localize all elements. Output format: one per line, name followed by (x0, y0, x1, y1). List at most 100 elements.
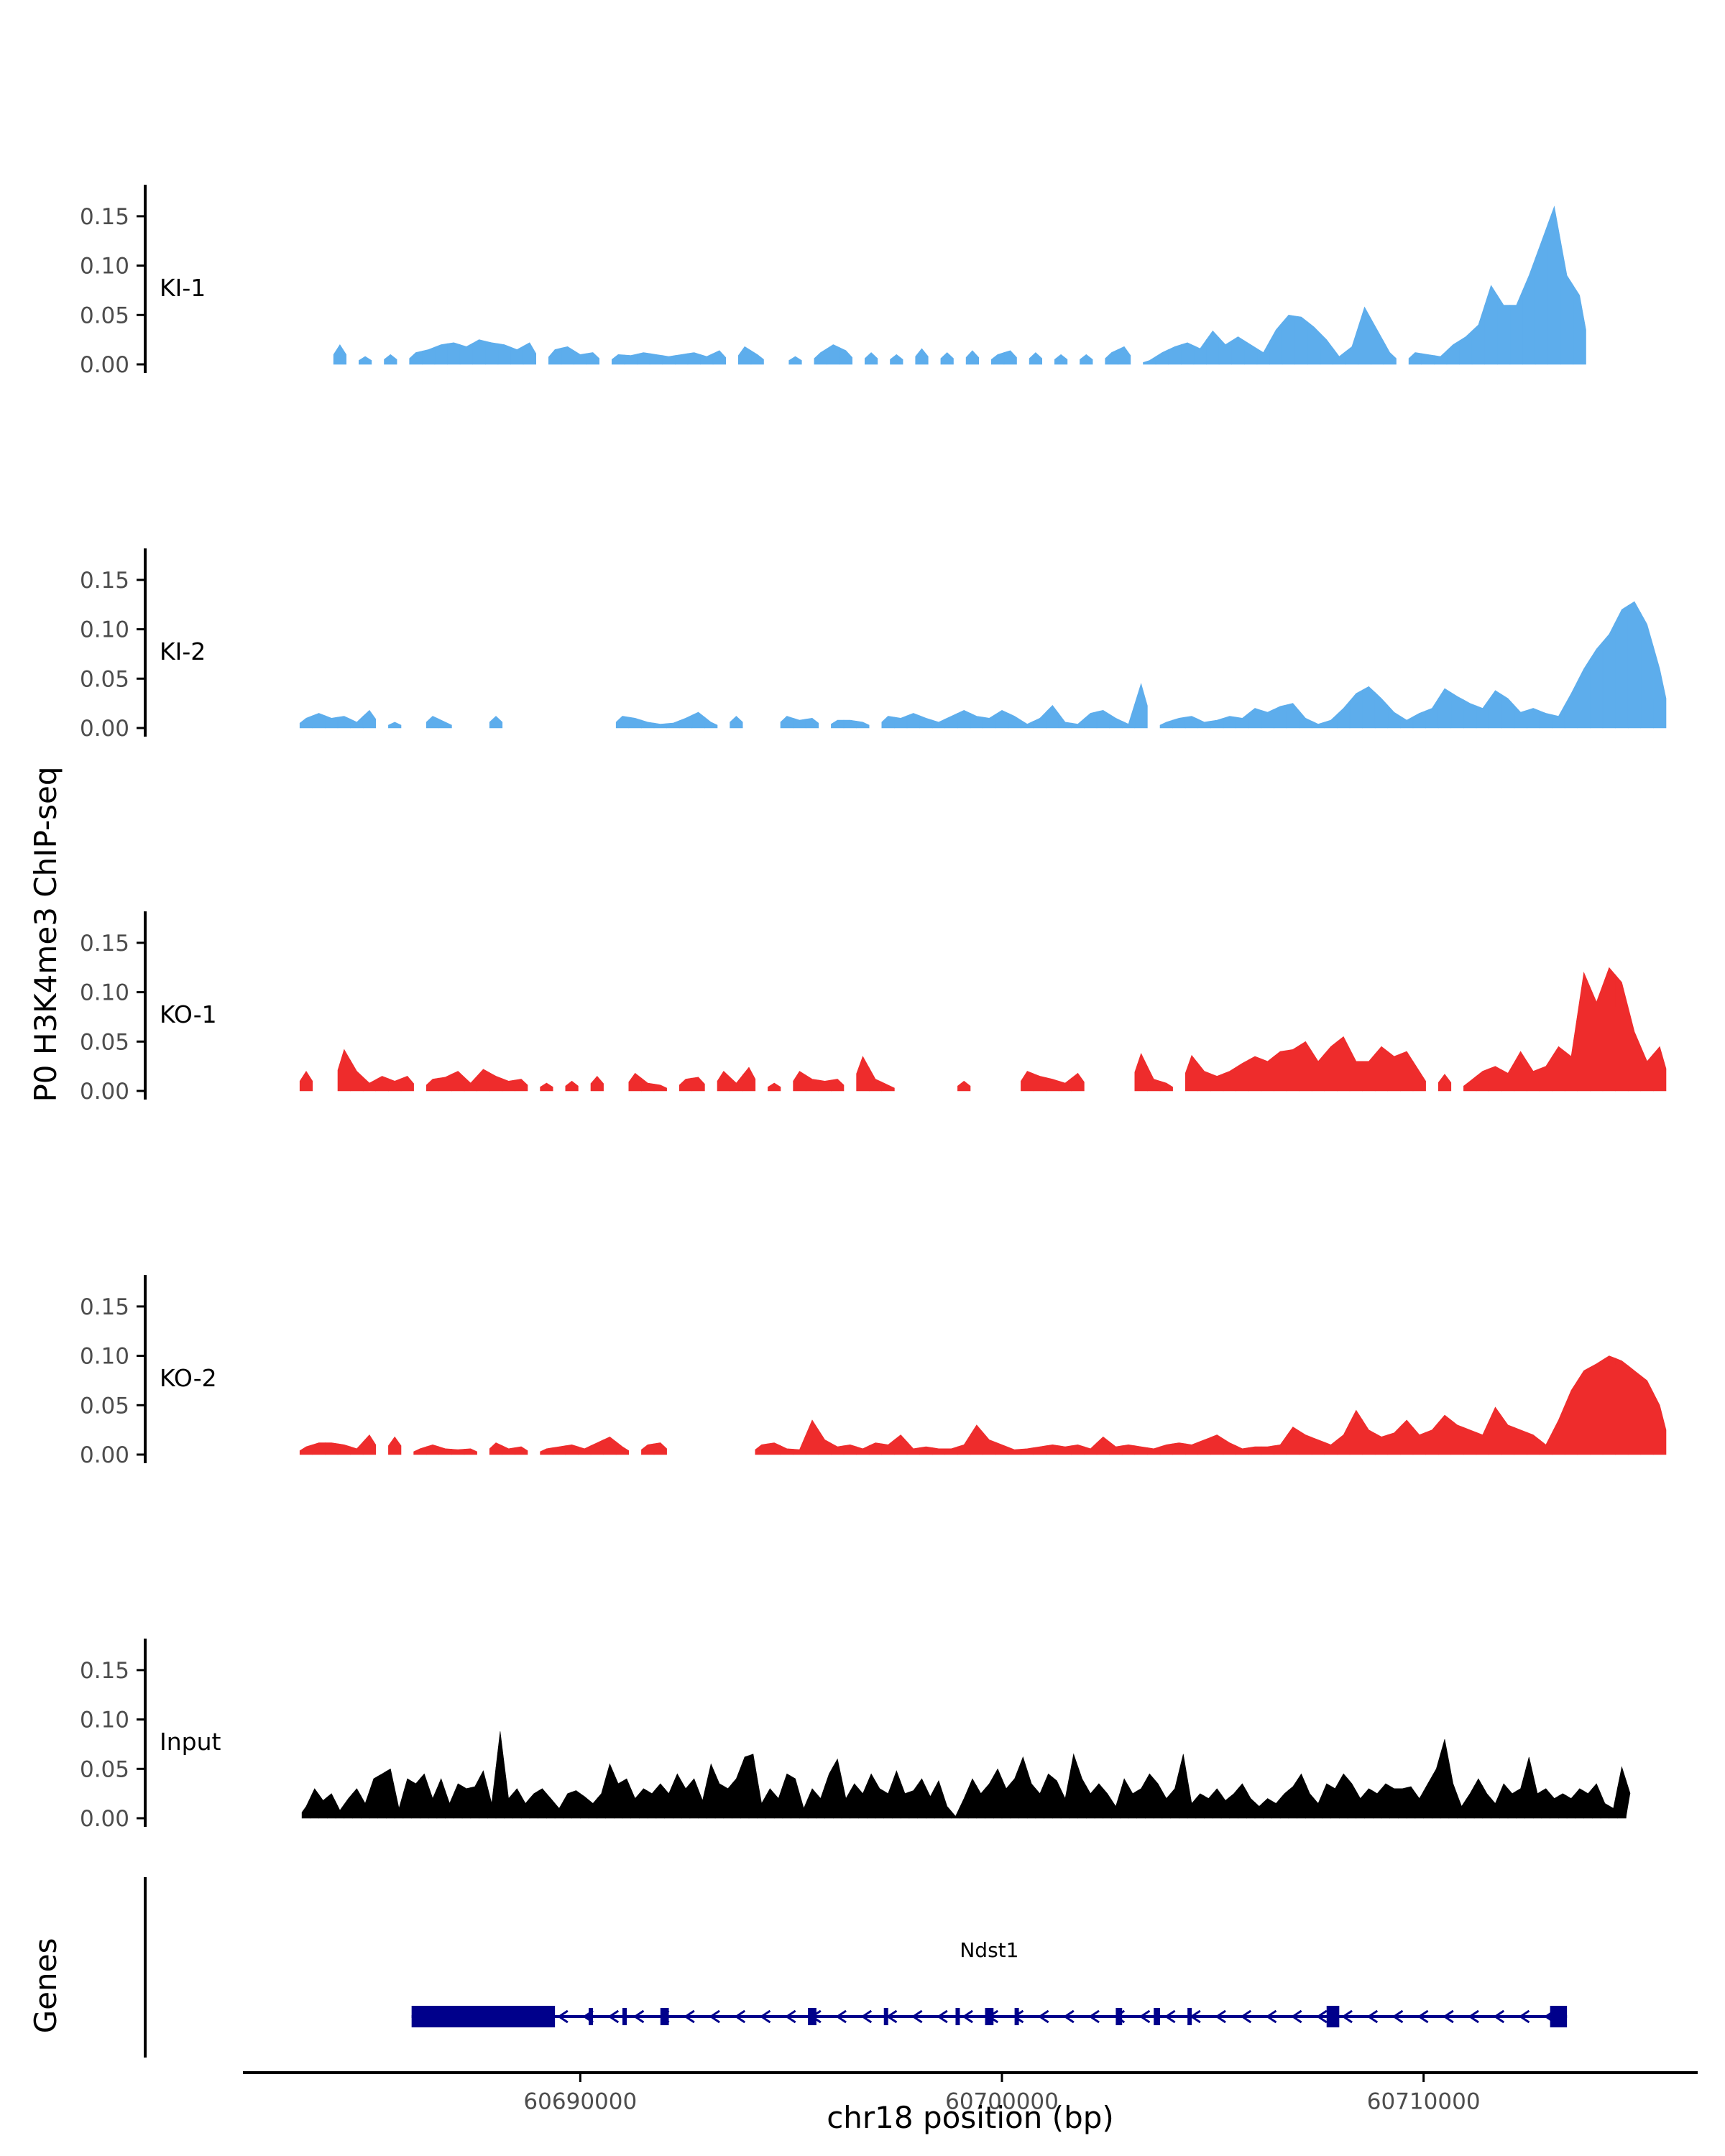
signal-area-point (1400, 715, 1414, 729)
signal-area-point (434, 343, 448, 365)
signal-area-point (919, 1446, 933, 1455)
signal-area-point (388, 1436, 402, 1455)
signal-area-point (1539, 710, 1552, 729)
signal-area-point (369, 1776, 378, 1819)
signal-area-point (1653, 646, 1667, 729)
signal-area-point (656, 1783, 665, 1819)
signal-area-point (299, 715, 313, 729)
gene-track: Genes Ndst1 (28, 1877, 1568, 2058)
signal-area-point (900, 1782, 910, 1819)
signal-area-point (1229, 1787, 1238, 1819)
signal-area-point (426, 1444, 440, 1455)
signal-area-point (1052, 1777, 1062, 1819)
signal-area-point (856, 1445, 870, 1455)
gene-name: Ndst1 (960, 1938, 1018, 1962)
signal-area-point (447, 342, 461, 365)
signal-area-point (1121, 704, 1136, 729)
signal-area-point (894, 1434, 908, 1455)
signal-area-point (1527, 708, 1540, 729)
signal-area-point (299, 1070, 313, 1092)
signal-area-point (881, 1082, 895, 1092)
signal-area-point (1071, 1072, 1085, 1092)
signal-area-point (1438, 1414, 1452, 1455)
signal-area-point (1421, 353, 1435, 365)
signal-area-point (714, 1774, 724, 1819)
signal-area-point (1261, 1445, 1274, 1455)
signal-area-point (538, 1788, 547, 1819)
signal-area-point (540, 1447, 553, 1455)
signal-area-point (470, 1778, 479, 1819)
x-tick-label: 60690000 (523, 2088, 637, 2114)
signal-area-point (1286, 1427, 1300, 1455)
signal-area-point (426, 716, 440, 729)
signal-area-point (1008, 1447, 1021, 1455)
signal-area-point (400, 1076, 414, 1092)
y-tick-label: 0.15 (80, 1294, 129, 1320)
signal-area-point (641, 719, 655, 729)
signal-area-point (1294, 315, 1308, 365)
signal-area-point (906, 713, 920, 729)
signal-area-point (1197, 719, 1211, 729)
signal-area-point (773, 1786, 783, 1819)
signal-area-point (1615, 974, 1629, 1092)
signal-area-point (1627, 601, 1642, 729)
signal-area-point (1446, 340, 1460, 365)
signal-area-point (1021, 1447, 1034, 1455)
signal-area-point (588, 1797, 598, 1819)
track-label: Input (160, 1728, 221, 1756)
signal-area-point (1497, 294, 1511, 365)
signal-area-point (1362, 1419, 1376, 1455)
signal-area-point (827, 344, 840, 365)
signal-area-point (858, 1783, 868, 1819)
signal-area-point (1143, 356, 1156, 365)
signal-area-point (1060, 1776, 1070, 1819)
signal-area-point (707, 1763, 716, 1819)
signal-area-point (917, 1778, 926, 1819)
signal-area-point (1003, 350, 1017, 365)
signal-area-point (1134, 683, 1148, 729)
signal-area-point (1305, 1783, 1315, 1819)
y-tick-label: 0.15 (80, 568, 129, 594)
signal-area-point (1109, 1441, 1123, 1455)
signal-area-point (649, 353, 663, 365)
signal-area-point (612, 354, 625, 365)
signal-area-point (1244, 340, 1258, 365)
signal-area-point (350, 715, 364, 729)
signal-area-point (1476, 699, 1489, 729)
signal-area-point (325, 715, 339, 729)
y-tick-label: 0.05 (80, 1029, 129, 1055)
signal-area-point (574, 350, 587, 365)
signal-area-point (805, 717, 819, 729)
signal-area-point (1387, 704, 1401, 729)
signal-area-point (1307, 321, 1321, 365)
signal-area-point (1577, 658, 1591, 729)
signal-area-point (438, 1446, 452, 1455)
signal-area-point (881, 716, 895, 729)
gene-exon (1014, 2008, 1019, 2025)
signal-area-point (976, 1785, 985, 1819)
signal-area-point (1084, 711, 1098, 729)
signal-area-point (464, 1448, 477, 1455)
track-ko-1: 0.00 0.05 0.10 0.15 KO-1 (80, 911, 1667, 1105)
signal-area-point (1238, 1783, 1247, 1819)
signal-area-point (1159, 1443, 1173, 1455)
y-tick-label: 0.15 (80, 204, 129, 230)
signal-area-point (1362, 1053, 1376, 1092)
signal-area-point (1213, 1788, 1222, 1819)
gene-exon (1550, 2006, 1568, 2027)
signal-area-point (1484, 285, 1498, 365)
signal-area-point (1313, 1793, 1323, 1819)
y-tick-label: 0.00 (80, 1806, 129, 1832)
signal-area-point (561, 346, 574, 365)
signal-area-point (1400, 1051, 1414, 1092)
signal-area-point (1109, 714, 1123, 729)
signal-area-point (843, 1444, 857, 1455)
signal-area-point (1438, 1074, 1452, 1092)
signal-area-point (1356, 1790, 1365, 1819)
track-label: KO-1 (160, 1000, 217, 1028)
signal-area-point (1263, 1798, 1272, 1819)
signal-area-point (1246, 1790, 1256, 1819)
signal-area-point (1349, 1049, 1363, 1092)
strand-arrow-icon (1037, 2009, 1049, 2024)
signal-area-point (993, 1768, 1003, 1819)
